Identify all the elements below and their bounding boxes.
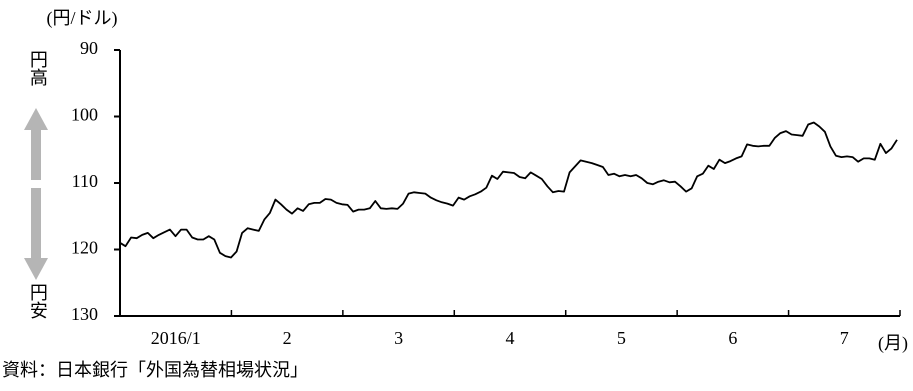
x-tick-label: 4 xyxy=(506,328,515,348)
line-series xyxy=(119,121,898,259)
x-tick-label: 3 xyxy=(394,328,403,348)
up-arrow xyxy=(24,108,48,180)
down-arrow xyxy=(24,188,48,280)
x-axis-unit: (月) xyxy=(878,333,908,354)
x-tick-label: 7 xyxy=(840,328,849,348)
y-tick-label: 120 xyxy=(71,238,98,258)
x-tick-label: 5 xyxy=(617,328,626,348)
y-axis-label: (円/ドル) xyxy=(47,8,118,29)
x-tick-label: 2 xyxy=(283,328,292,348)
x-tick-label: 6 xyxy=(728,328,737,348)
y-tick-label: 90 xyxy=(80,38,98,58)
annotation-top: 円高 xyxy=(28,50,48,87)
y-tick-label: 110 xyxy=(72,171,98,191)
x-tick-label: 2016/1 xyxy=(151,328,201,348)
y-tick-label: 130 xyxy=(71,304,98,324)
y-tick-label: 100 xyxy=(71,105,98,125)
annotation-bottom: 円安 xyxy=(28,283,48,319)
source-note: 資料：日本銀行「外国為替相場状況」 xyxy=(2,360,308,380)
